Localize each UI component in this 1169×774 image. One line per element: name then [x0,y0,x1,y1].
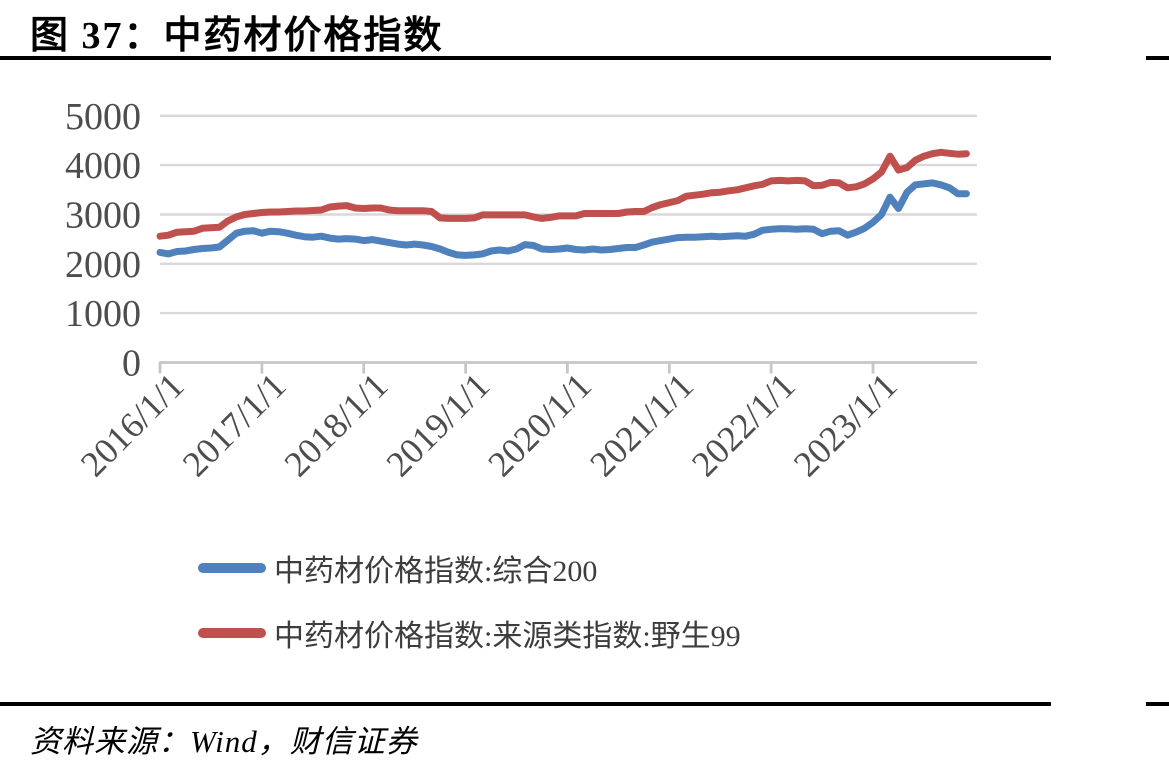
x-tick-label: 2018/1/1 [277,365,396,484]
x-tick-label: 2021/1/1 [582,365,701,484]
legend-swatch-blue [198,563,266,573]
data-source-note: 资料来源：Wind，财信证券 [30,724,418,759]
legend-item-composite-200: 中药材价格指数:综合200 [198,548,741,588]
y-tick-label: 3000 [65,195,141,237]
x-tick-label: 2017/1/1 [175,365,294,484]
chart-legend: 中药材价格指数:综合200 中药材价格指数:来源类指数:野生99 [198,548,741,678]
legend-swatch-red [198,628,266,638]
y-tick-label: 2000 [65,244,141,286]
adjacent-column-footer-rule [1146,702,1169,706]
x-tick-label: 2020/1/1 [480,365,599,484]
legend-label: 中药材价格指数:综合200 [274,555,598,588]
series-line-composite-200 [156,179,970,259]
legend-item-wild-99: 中药材价格指数:来源类指数:野生99 [198,613,741,653]
adjacent-column-title-rule [1146,56,1169,60]
title-divider-rule [0,56,1051,60]
x-tick-label: 2019/1/1 [378,365,497,484]
x-tick-label: 2022/1/1 [684,365,803,484]
y-tick-label: 1000 [65,293,141,335]
figure-title: 图 37：中药材价格指数 [30,15,444,57]
legend-label: 中药材价格指数:来源类指数:野生99 [274,620,741,653]
y-tick-label: 5000 [65,96,141,138]
y-tick-label: 4000 [65,145,141,187]
y-tick-label: 0 [122,343,141,385]
x-tick-label: 2023/1/1 [786,365,905,484]
series-line-wild-99 [156,148,970,240]
footer-divider-rule [0,702,1051,706]
